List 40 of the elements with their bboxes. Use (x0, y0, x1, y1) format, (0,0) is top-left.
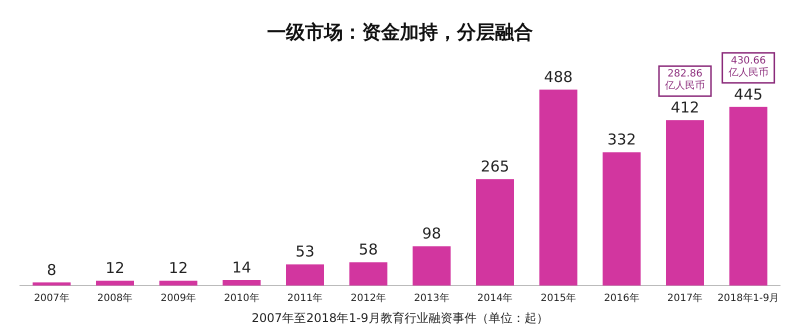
bar (96, 280, 134, 286)
data-label: 98 (422, 224, 442, 243)
bar (286, 264, 324, 286)
chart-title: 一级市场：资金加持，分层融合 (267, 21, 533, 44)
x-tick-label: 2015年 (540, 292, 576, 304)
data-label: 412 (670, 98, 700, 117)
bar (32, 282, 71, 286)
x-tick-label: 2018年1-9月 (717, 292, 780, 304)
bar (729, 106, 768, 286)
x-tick-label: 2008年 (97, 292, 133, 304)
text: 430.66亿人民币 (727, 55, 768, 78)
x-tick-label: 2016年 (604, 292, 640, 304)
data-label: 445 (734, 85, 763, 104)
data-label: 58 (358, 240, 378, 259)
bar (539, 90, 578, 286)
x-tick-label: 2017年 (667, 292, 703, 304)
x-tick-label: 2012年 (350, 292, 386, 304)
x-tick-label: 2011年 (287, 292, 323, 304)
x-axis-title: 2007年至2018年1-9月教育行业融资事件（单位：起） (252, 310, 548, 325)
bar (159, 280, 198, 286)
data-label: 8 (46, 260, 56, 279)
bar (412, 246, 451, 286)
x-tick-label: 2010年 (224, 292, 260, 304)
bar (222, 280, 261, 286)
bar (349, 262, 388, 286)
bar (602, 152, 641, 286)
data-label: 12 (168, 259, 188, 278)
x-tick-label: 2007年 (34, 292, 70, 304)
data-label: 14 (232, 258, 252, 276)
data-label: 12 (105, 259, 125, 278)
x-tick-label: 2013年 (414, 292, 450, 304)
data-label: 265 (480, 158, 510, 176)
data-label: 488 (544, 68, 573, 86)
x-tick-label: 2014年 (477, 292, 513, 304)
bar (476, 179, 514, 286)
x-tick-label: 2009年 (160, 292, 196, 304)
data-label: 332 (607, 130, 636, 149)
annotation: 282.86亿人民币 (664, 68, 705, 92)
bar (666, 120, 704, 286)
data-label: 53 (295, 242, 315, 261)
